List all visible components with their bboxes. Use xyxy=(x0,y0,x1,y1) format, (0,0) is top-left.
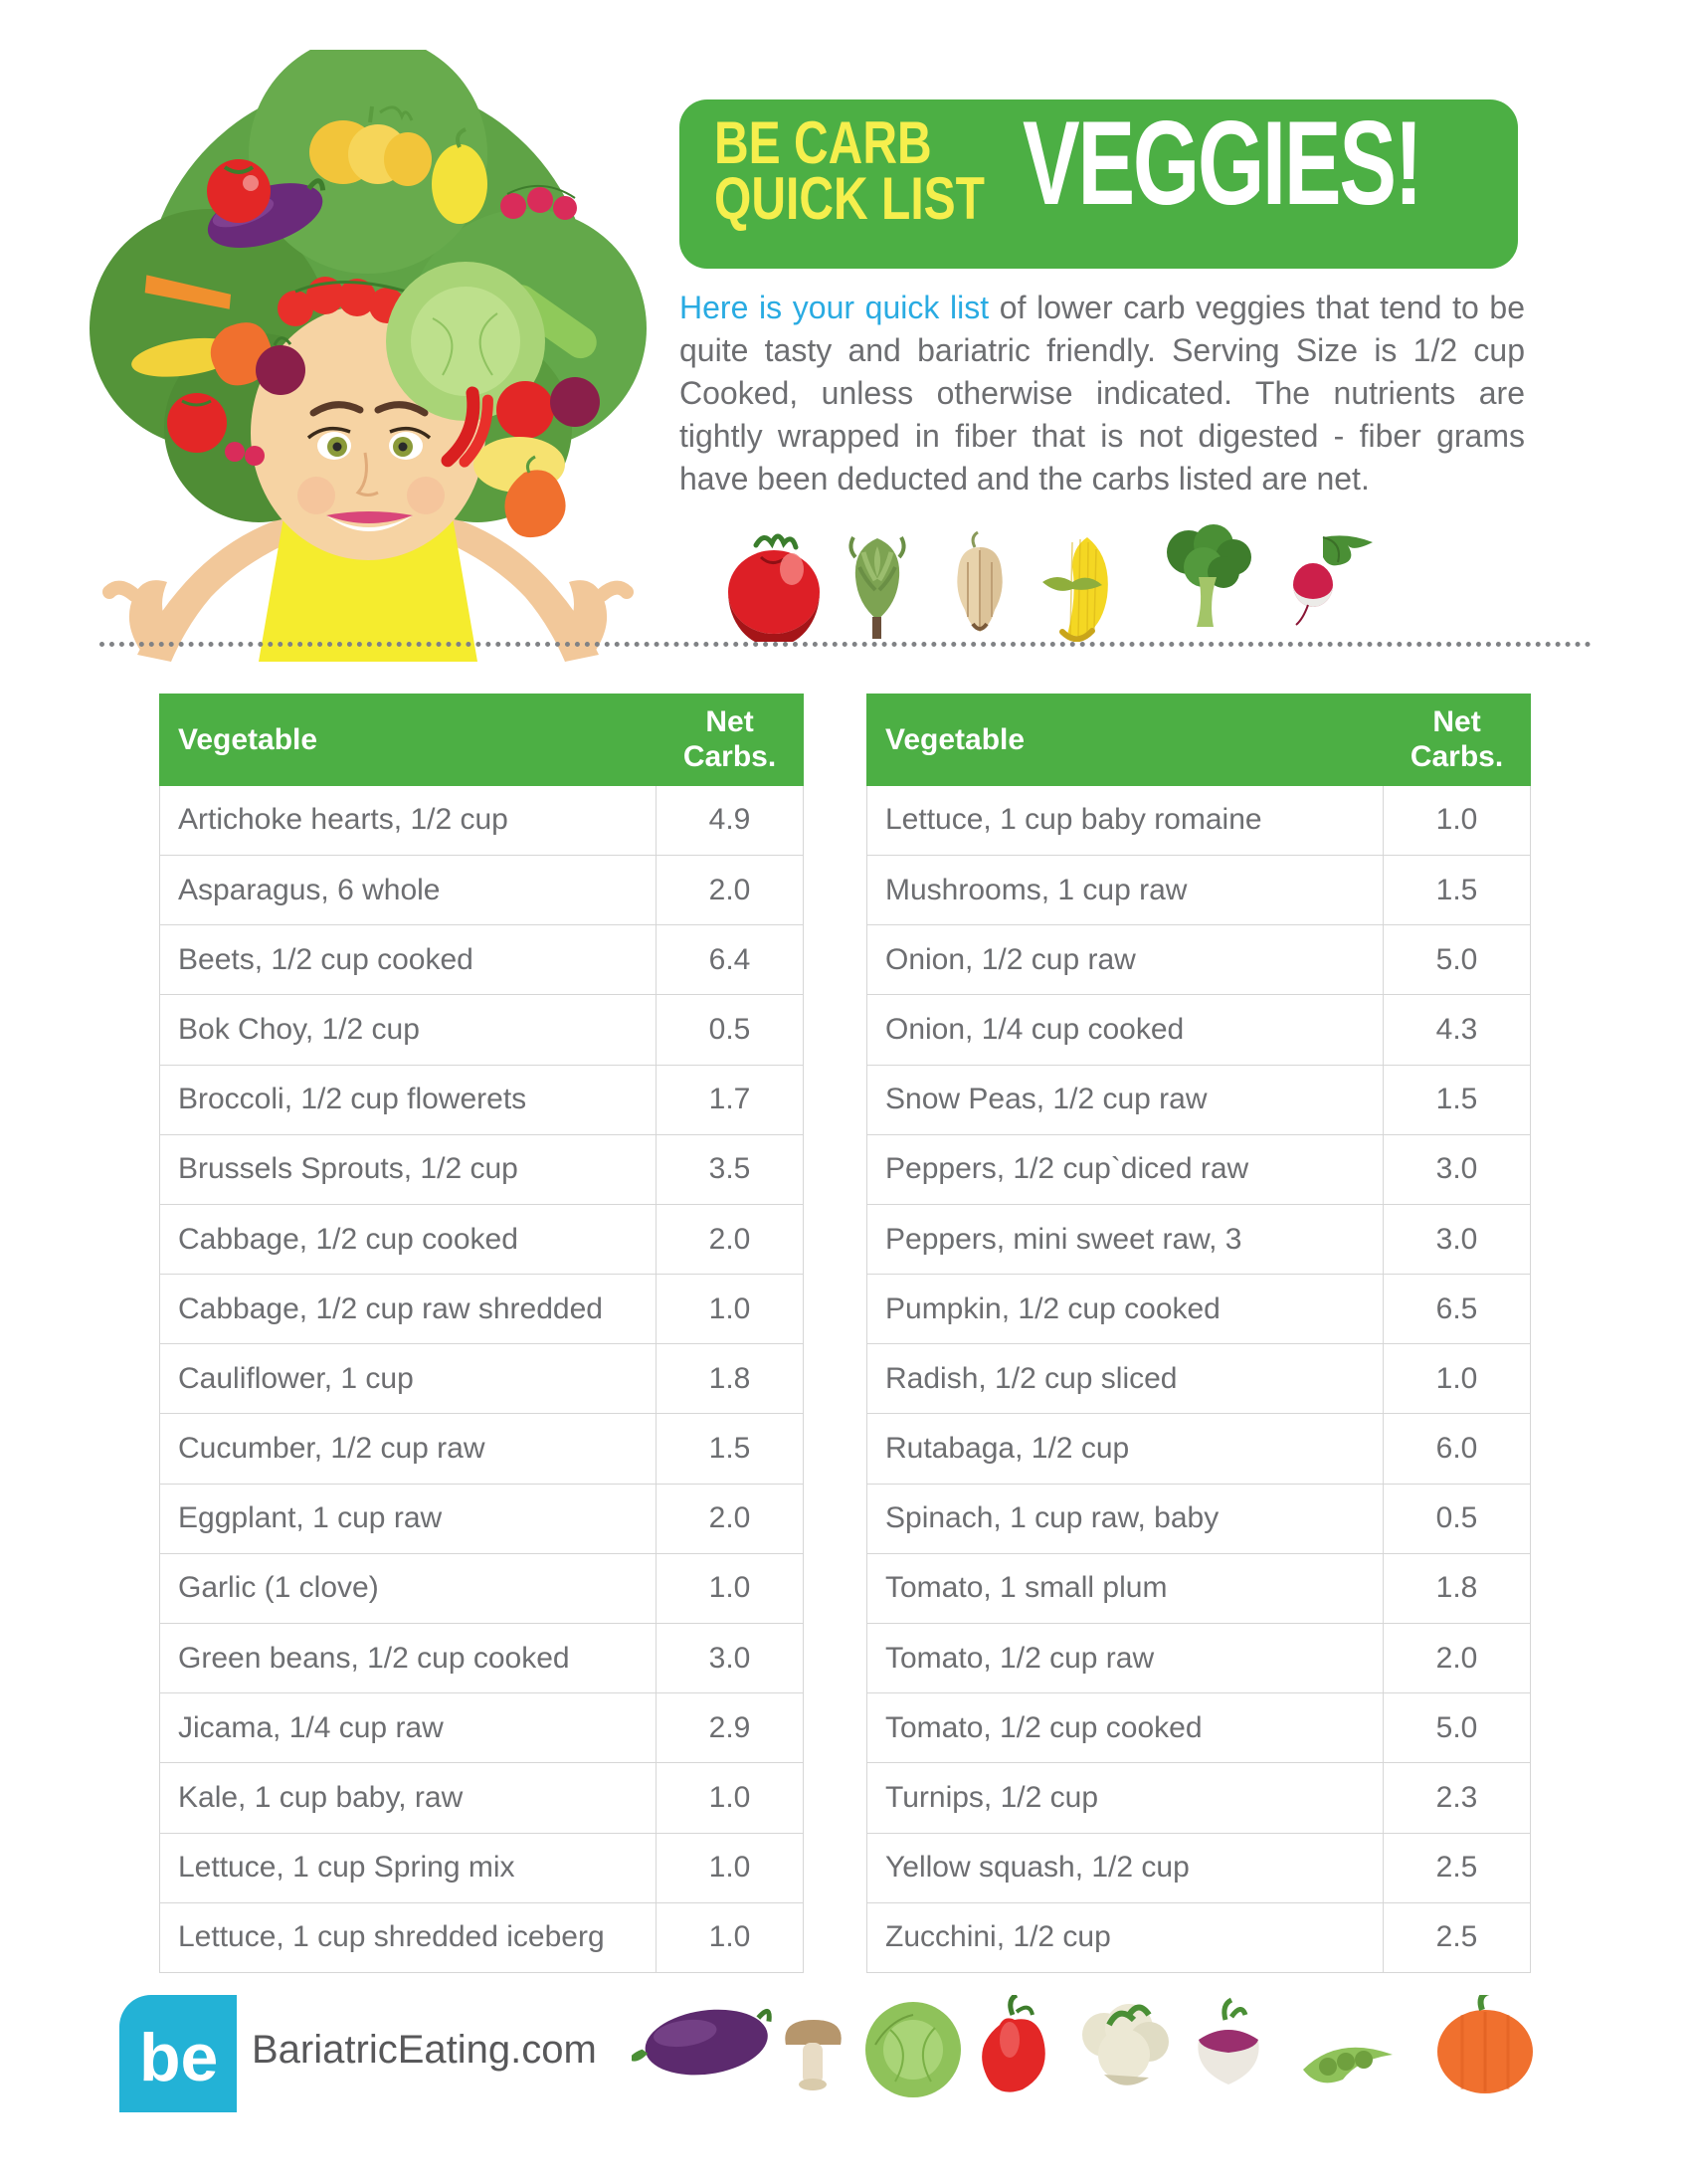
svg-text:be: be xyxy=(139,2020,218,2095)
